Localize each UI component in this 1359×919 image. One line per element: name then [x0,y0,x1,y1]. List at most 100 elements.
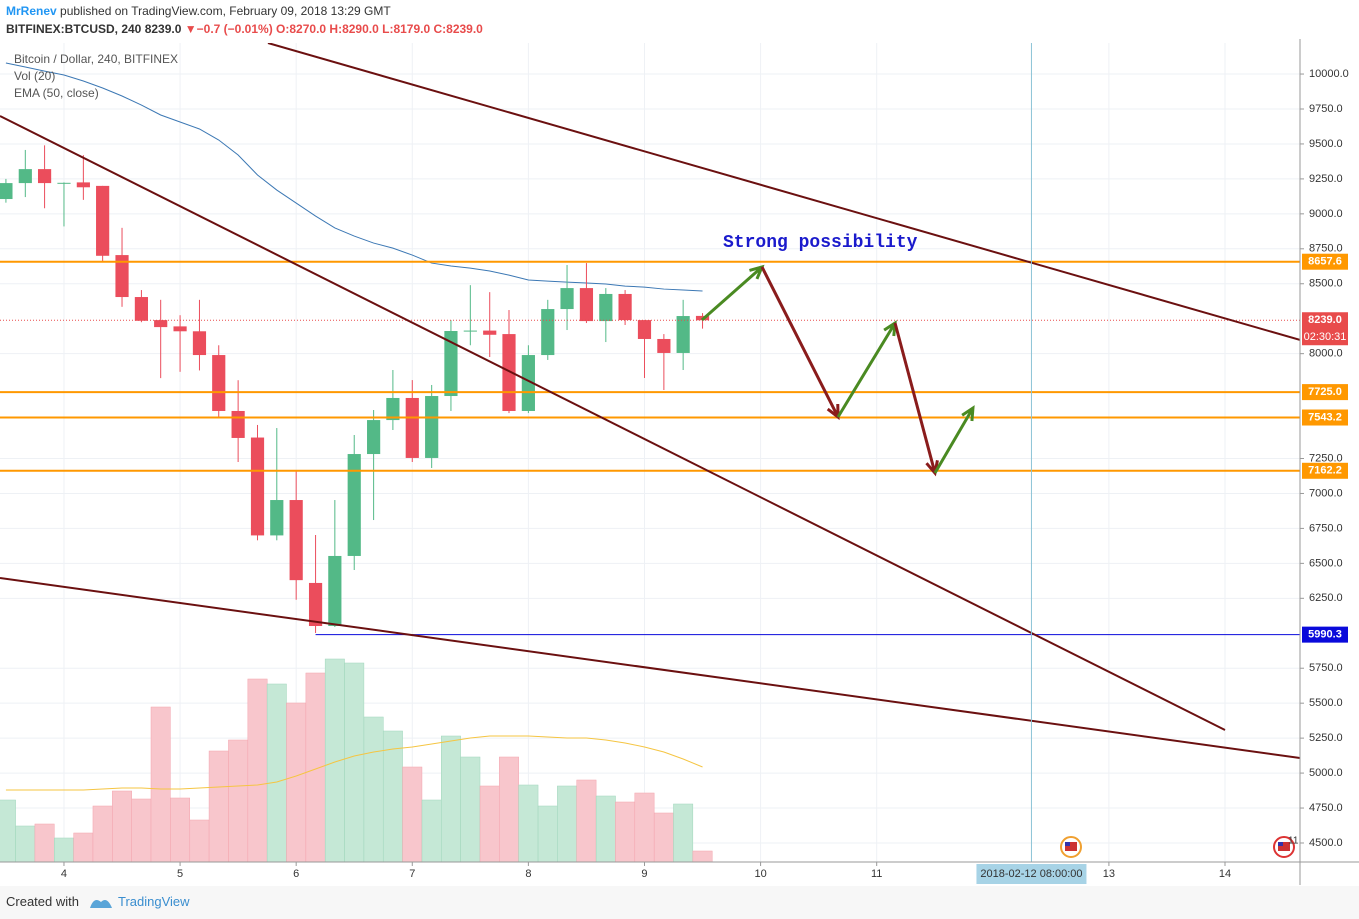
annotation: Strong possibility [723,233,918,253]
level-label: 7162.2 [1308,465,1342,477]
level-label-box [1302,462,1348,479]
last-price-label: 8239.0 [1308,314,1342,326]
x-tick-label: 5 [177,868,183,880]
y-tick-label: 6750.0 [1309,522,1343,534]
volume-bar [54,837,74,862]
y-tick-label: 4750.0 [1309,802,1343,814]
forecast-arrow [893,322,939,477]
footer-text: Created with [6,894,79,909]
y-tick-label: 8750.0 [1309,243,1343,255]
y-tick-label: 9000.0 [1309,208,1343,220]
level-label-box [1302,626,1348,643]
volume-bar [537,805,558,862]
x-tick-label: 10 [754,868,766,880]
x-tick-label: 13 [1103,868,1115,880]
volume-bar [499,756,519,862]
header-line: MrRenev published on TradingView.com, Fe… [6,4,391,18]
volume-bar [615,801,636,862]
candle-body [541,309,555,356]
published: published on TradingView.com, February 0… [60,4,391,18]
y-tick-label: 5750.0 [1309,662,1343,674]
candle-body [328,555,342,627]
trend-line [0,115,1226,731]
candle-body [483,330,497,335]
crosshair-label: 2018-02-12 08:00:00 [980,868,1082,880]
candle-body [637,320,652,339]
brand[interactable]: TradingView [118,894,190,909]
y-tick-label: 5500.0 [1309,697,1343,709]
candle-body [405,397,419,458]
candle-body [173,326,187,332]
candle-body [134,297,149,321]
level-label: 5990.3 [1308,629,1342,641]
candle-body [0,183,13,200]
candle-body [599,293,613,322]
volume-bar [653,812,674,862]
y-tick-label: 9250.0 [1309,173,1343,185]
volume-bar [557,785,577,862]
volume-bar [305,672,326,862]
volume-bar [92,805,113,862]
candle-body [76,182,90,188]
candle-body [521,355,535,411]
volume-bar [634,792,655,862]
y-tick-label: 10000.0 [1309,68,1349,80]
candle-body [676,316,690,353]
candle-body [192,331,207,356]
trend-line [0,577,1300,759]
forecast-arrow [836,320,897,418]
volume-bar [189,819,210,862]
volume-bar [73,832,94,862]
x-tick-label: 9 [641,868,647,880]
y-tick-label: 7250.0 [1309,452,1343,464]
candle-body [289,500,303,581]
volume-bar [112,790,132,862]
volume-bar [460,756,481,862]
event-icon [1060,836,1082,858]
y-tick-label: 9500.0 [1309,138,1343,150]
candle-body [231,410,245,438]
volume-bar [673,803,694,862]
change: −0.7 (−0.01%) [196,22,273,36]
volume-bar [0,799,16,862]
volume-bar [421,799,442,862]
volume-bar [286,702,307,862]
countdown: 02:30:31 [1304,331,1347,343]
candle-body [57,182,71,184]
level-label-box [1302,409,1348,426]
crosshair-label-box [976,864,1087,884]
ohlc: O:8270.0 H:8290.0 L:8179.0 C:8239.0 [276,22,483,36]
volume-bar [324,658,345,862]
author[interactable]: MrRenev [6,4,57,18]
x-tick-label: 8 [525,868,531,880]
volume-bar [595,795,616,862]
candle-body [579,288,594,322]
legend-entry: Bitcoin / Dollar, 240, BITFINEX [14,52,178,66]
volume-bar [344,662,365,862]
candle-body [308,582,323,627]
y-tick-label: 5000.0 [1309,767,1343,779]
x-tick-label: 4 [61,868,67,880]
volume-ma [5,735,703,791]
y-tick-label: 9750.0 [1309,103,1343,115]
volume-bar [15,825,36,862]
y-tick-label: 4500.0 [1309,837,1343,849]
forecast-arrow [700,264,765,322]
volume-bar [228,739,249,862]
candle-body [657,338,671,353]
candle-body [250,437,265,536]
candle-body [115,255,129,298]
candle-body [347,454,361,556]
level-label-box [1302,253,1348,270]
candle-body [18,169,32,184]
y-tick-label: 8500.0 [1309,278,1343,290]
volume-bar [208,750,229,862]
y-tick-label: 8000.0 [1309,348,1343,360]
ema-line [5,62,703,292]
forecast-arrow [933,405,975,474]
volume-bar [479,785,500,862]
volume-bar [266,683,287,862]
candle-body [618,293,632,321]
y-tick-label: 7000.0 [1309,487,1343,499]
last-price-box [1302,312,1348,346]
